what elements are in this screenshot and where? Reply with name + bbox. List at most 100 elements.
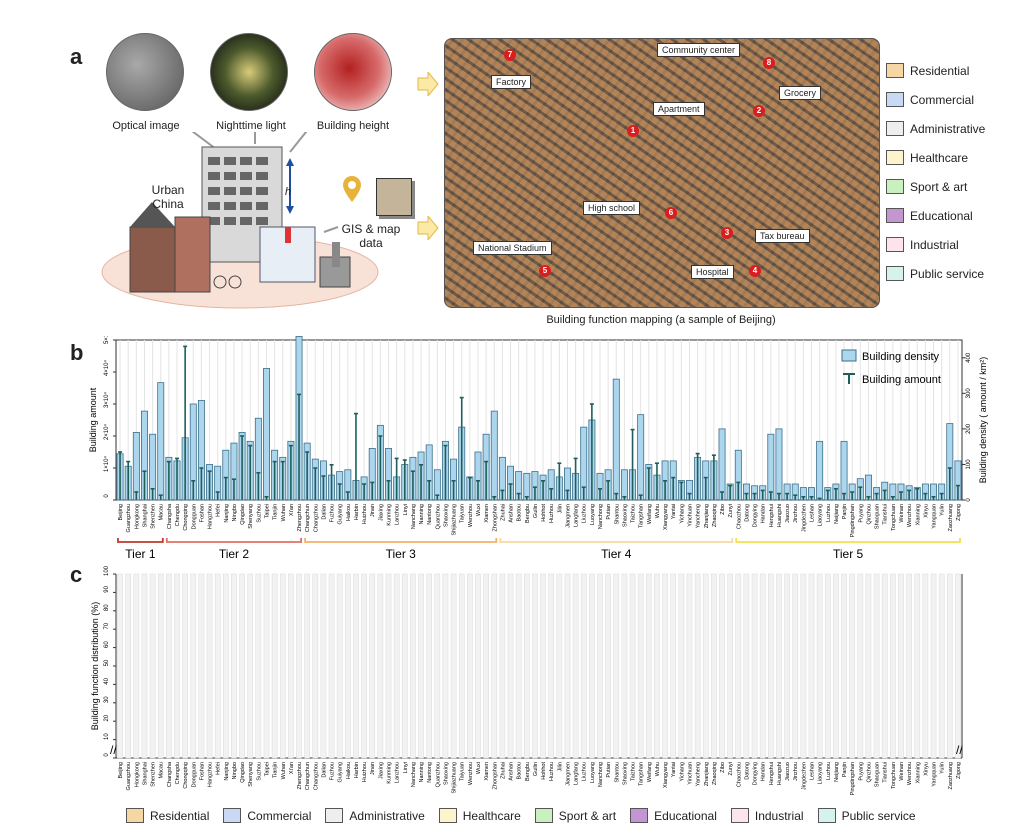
distribution-bar: [678, 573, 685, 759]
distribution-bar: [654, 573, 660, 759]
legend-label: Industrial: [754, 808, 804, 823]
category-label: Shijiazhuang: [452, 762, 458, 794]
category-label: Zhongshan: [492, 504, 498, 532]
legend-label: Healthcare: [910, 150, 969, 165]
category-label: Liaoyang: [818, 504, 824, 526]
category-label: Zhongshan: [492, 762, 498, 790]
category-label: Kunming: [387, 504, 393, 526]
category-label: Xiamen: [484, 762, 490, 781]
category-label: Zhengzhou: [297, 504, 303, 532]
category-label: Wenzhou: [468, 762, 474, 785]
distribution-bar: [255, 573, 262, 759]
panel-label-a: a: [70, 44, 83, 69]
tier-bracket: [735, 538, 961, 543]
category-label: Yulin: [940, 762, 946, 774]
category-label: Jinzhou: [793, 504, 799, 523]
map-tag-community-center: Community center: [657, 43, 741, 57]
distribution-bar: [426, 573, 433, 759]
category-label: Guilin: [533, 504, 539, 518]
density-bar: [840, 440, 848, 501]
map-tag-hospital: Hospital: [691, 265, 734, 279]
distribution-bar: [605, 573, 611, 759]
category-label: Xi'an: [289, 504, 295, 516]
category-label: Nanning: [419, 504, 425, 525]
category-label: Weifang: [647, 504, 653, 524]
location-pin-icon: [343, 176, 361, 207]
distribution-bar: [353, 573, 359, 759]
axis-break-mark: //: [110, 743, 117, 757]
distribution-bar: [182, 573, 188, 759]
legend-swatch: [817, 808, 836, 823]
category-label: Neijiang: [834, 762, 840, 782]
category-label: Lanzhou: [395, 504, 401, 525]
category-label: Panjin: [842, 762, 848, 777]
category-label: Yangquan: [932, 762, 938, 787]
map-pin-2: 2: [753, 105, 765, 117]
legend-swatch: [438, 808, 457, 823]
category-label: Nanchong: [598, 762, 604, 787]
category-label: Yantai: [671, 762, 677, 777]
category-label: Wenzhou: [468, 504, 474, 527]
category-label: Tianjin: [273, 504, 279, 520]
tier-label: Tier 5: [833, 547, 864, 561]
distribution-bar: [410, 573, 416, 759]
category-label: Putian: [606, 762, 612, 778]
category-label: Hengshui: [769, 504, 775, 527]
nighttime-light-thumbnail: [210, 33, 288, 111]
category-label: Wuhan: [281, 762, 287, 779]
distribution-bar: [434, 573, 441, 759]
category-label: Guilin: [533, 762, 539, 776]
distribution-bar: [239, 573, 245, 759]
map-pin-6: 6: [665, 207, 677, 219]
category-label: Qinzhou: [866, 762, 872, 783]
legend-swatch: [886, 266, 904, 281]
category-label: Dongying: [753, 504, 759, 527]
y-tick-label: 5×10⁴: [103, 336, 110, 344]
category-label: Huangshi: [777, 504, 783, 527]
legend-label: Public service: [910, 266, 985, 281]
y-tick-label: 30: [104, 696, 110, 703]
category-label: Zhanjiang: [704, 762, 710, 786]
beijing-function-map: Factory 7 Community center 8 Apartment 1…: [444, 38, 880, 308]
category-label: Zunyi: [728, 762, 734, 775]
legend-label: Administrative: [910, 121, 986, 136]
category-label: Dongguan: [191, 504, 197, 529]
category-label: Leshan: [810, 504, 816, 522]
category-label: Harbin: [354, 504, 360, 520]
category-label: Zhuhai: [500, 504, 506, 521]
category-label: Suzhou: [256, 504, 262, 523]
y-tick-label: 2×10⁴: [103, 424, 110, 441]
density-bar: [718, 428, 726, 501]
category-label: Chaozhou: [736, 504, 742, 529]
bottom-legend-public-service: Public service: [817, 808, 916, 823]
distribution-bar: [646, 573, 652, 759]
legend-amount-label: Building amount: [862, 374, 941, 386]
y-tick-label: 0: [104, 494, 110, 498]
distribution-bar: [361, 573, 367, 759]
category-label: Yichang: [679, 504, 685, 524]
category-label: Zigong: [956, 504, 962, 521]
density-bar: [620, 469, 628, 501]
distribution-bar: [190, 573, 197, 759]
density-bar: [775, 428, 783, 501]
category-label: Tianshui: [883, 762, 889, 783]
category-label: Langfang: [574, 762, 580, 785]
category-label: Baotou: [517, 504, 523, 521]
y2-axis-label: Building density ( amount / km²): [978, 357, 988, 484]
category-label: Luoyang: [590, 762, 596, 783]
distribution-bar: [515, 573, 522, 759]
category-label: Quanzhou: [435, 762, 441, 787]
category-label: Chengdu: [175, 504, 181, 526]
category-label: Harbin: [354, 762, 360, 778]
distribution-bar: [149, 573, 156, 759]
distribution-bar: [662, 573, 668, 759]
bottom-legend-sport-art: Sport & art: [534, 808, 616, 823]
bottom-function-legend: Residential Commercial Administrative He…: [126, 808, 930, 823]
category-label: Chongqing: [183, 504, 189, 531]
category-label: Haikou: [346, 762, 352, 779]
legend-density-swatch: [841, 349, 857, 362]
distribution-bar: [890, 573, 896, 759]
y-tick-label: 80: [104, 604, 110, 611]
distribution-bar: [922, 573, 929, 759]
category-label: Zaozhuang: [948, 504, 954, 532]
